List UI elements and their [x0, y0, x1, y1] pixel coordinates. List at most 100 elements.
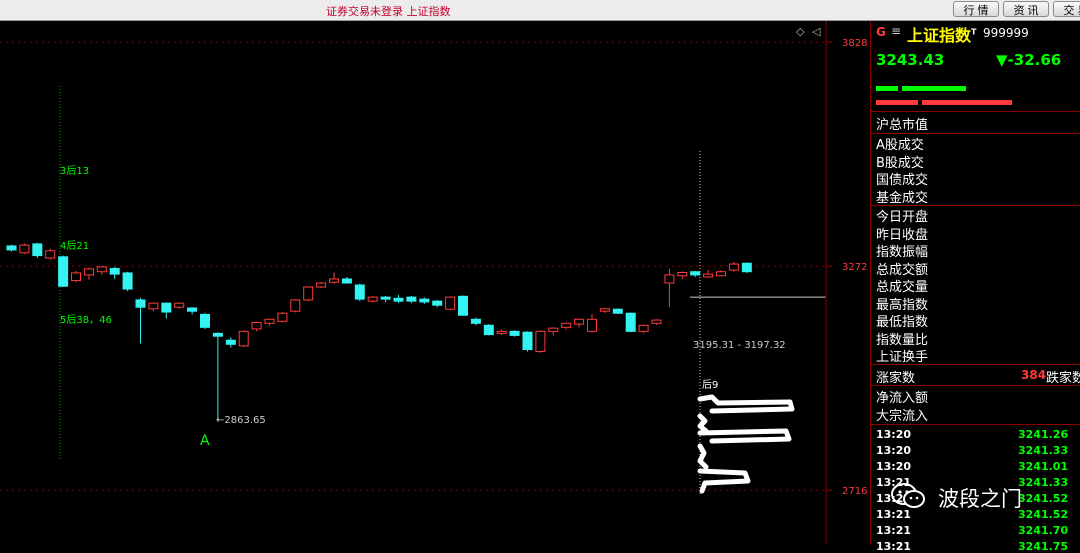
candles: [6, 242, 752, 421]
candle-body: [212, 332, 223, 337]
turnover-label: 基金成交: [876, 190, 929, 206]
candle-body: [83, 268, 94, 276]
candle-body: [329, 278, 339, 283]
cycle-label: 4后21: [60, 240, 89, 252]
panel-header: G ≡ 上证指数T 999999: [871, 21, 1080, 45]
annotations: 3后13 4后21 5后38，46 ←2863.65 A 3195.31 - 3197.3…: [60, 165, 795, 494]
trade-button[interactable]: 交 易: [1053, 1, 1080, 17]
menu-icon[interactable]: ≡: [891, 24, 902, 38]
tick-value: 3241.33: [1018, 444, 1069, 457]
candle-body: [419, 298, 430, 303]
index-stat-label: 总成交量: [876, 280, 929, 295]
tick-time: 13:20: [876, 460, 912, 473]
candle-body: [574, 318, 585, 325]
tick-time: 13:21: [876, 524, 912, 537]
kline-chart-area[interactable]: 2716 3272 3828 3后13 4后21 5后38，46 ←2863.65 A 319…: [0, 21, 870, 545]
candle-body: [612, 308, 623, 314]
candle-body: [522, 331, 533, 351]
candle-body: [432, 300, 443, 306]
redaction-scribble: [697, 413, 709, 434]
candle-body: [651, 319, 662, 324]
divider: [871, 424, 1080, 425]
diamond-icon[interactable]: ◇: [796, 25, 805, 38]
window-title: 证券交易未登录 上证指数: [326, 5, 451, 18]
nav-left-icon[interactable]: ◁: [812, 25, 821, 38]
index-stat-label: 总成交额: [876, 262, 929, 278]
candle-body: [225, 339, 236, 345]
turnover-label: B股成交: [876, 155, 924, 171]
kline-chart[interactable]: 2716 3272 3828 3后13 4后21 5后38，46 ←2863.65 A 319…: [0, 21, 870, 545]
tick-value: 3241.33: [1018, 476, 1069, 489]
tick-time: 13:21: [876, 508, 912, 521]
info-panel: G ≡ 上证指数T 999999 3243.43 ▼-32.66 沪总市值 A股…: [870, 21, 1080, 553]
redaction-scribble: [697, 428, 792, 444]
candle-body: [458, 295, 468, 316]
candle-body: [341, 278, 352, 284]
candle-body: [135, 299, 146, 308]
candle-body: [264, 318, 275, 324]
redaction-scribble: [697, 443, 709, 470]
candle-body: [703, 273, 714, 278]
price-change: ▼-32.66: [996, 51, 1062, 69]
candle-body: [535, 330, 546, 353]
g-icon[interactable]: G: [876, 25, 886, 39]
candle-body: [161, 302, 172, 313]
candle-body: [32, 243, 43, 257]
candle-body: [71, 272, 81, 282]
candle-body: [716, 271, 726, 277]
candle-body: [677, 272, 688, 277]
candle-body: [200, 313, 210, 328]
index-stat-label: 指数量比: [876, 332, 929, 348]
candle-body: [393, 297, 404, 302]
point-a-label: A: [200, 433, 210, 449]
y-axis: 2716 3272 3828: [825, 21, 867, 545]
volume-bar: [922, 100, 1012, 105]
wechat-icon: [891, 483, 925, 508]
rise-count-label: 涨家数: [876, 371, 916, 386]
quotes-button[interactable]: 行 情: [953, 1, 999, 17]
volume-bar: [876, 100, 918, 105]
candle-body: [380, 296, 391, 300]
candle-body: [109, 267, 120, 275]
divider: [871, 385, 1080, 386]
tick-value: 3241.70: [1018, 524, 1069, 537]
low-price-label: ←2863.65: [216, 415, 266, 426]
candle-body: [45, 250, 56, 259]
index-stat-label: 最高指数: [876, 297, 929, 313]
news-button[interactable]: 资 讯: [1003, 1, 1049, 17]
candle-body: [406, 296, 417, 302]
index-name: 上证指数T: [907, 26, 977, 45]
title-bar: 证券交易未登录 上证指数 行 情 资 讯 交 易: [0, 0, 1080, 21]
watermark-text: 波段之门: [938, 487, 1022, 511]
candle-body: [509, 330, 520, 336]
divider: [871, 364, 1080, 365]
index-stat-label: 今日开盘: [876, 210, 929, 225]
candle-body: [599, 308, 610, 312]
candle-body: [251, 322, 262, 330]
y-tick-label: 2716: [842, 486, 867, 497]
candle-body: [664, 274, 675, 284]
total-market-value-label: 沪总市值: [876, 118, 929, 133]
cycle-label: 5后38，46: [60, 314, 112, 326]
candle-body: [367, 296, 378, 302]
candle-body: [290, 299, 301, 312]
y-tick-label: 3828: [842, 38, 867, 49]
volume-bar: [902, 86, 966, 91]
grid-lines: [0, 41, 826, 496]
tick-time: 13:20: [876, 428, 912, 441]
divider: [871, 133, 1080, 134]
candle-body: [483, 324, 494, 336]
tick-value: 3241.75: [1018, 540, 1069, 553]
candle-body: [728, 263, 739, 271]
index-stat-label: 指数振幅: [876, 245, 929, 260]
candle-body: [561, 322, 572, 328]
candle-body: [187, 307, 198, 312]
tick-value: 3241.52: [1018, 508, 1069, 521]
tick-value: 3241.52: [1018, 492, 1069, 505]
candle-body: [741, 262, 752, 273]
candle-body: [19, 244, 30, 254]
flow-label: 大宗流入: [876, 408, 929, 424]
divider: [871, 111, 1080, 112]
candle-body: [174, 302, 185, 308]
candle-body: [277, 312, 288, 322]
